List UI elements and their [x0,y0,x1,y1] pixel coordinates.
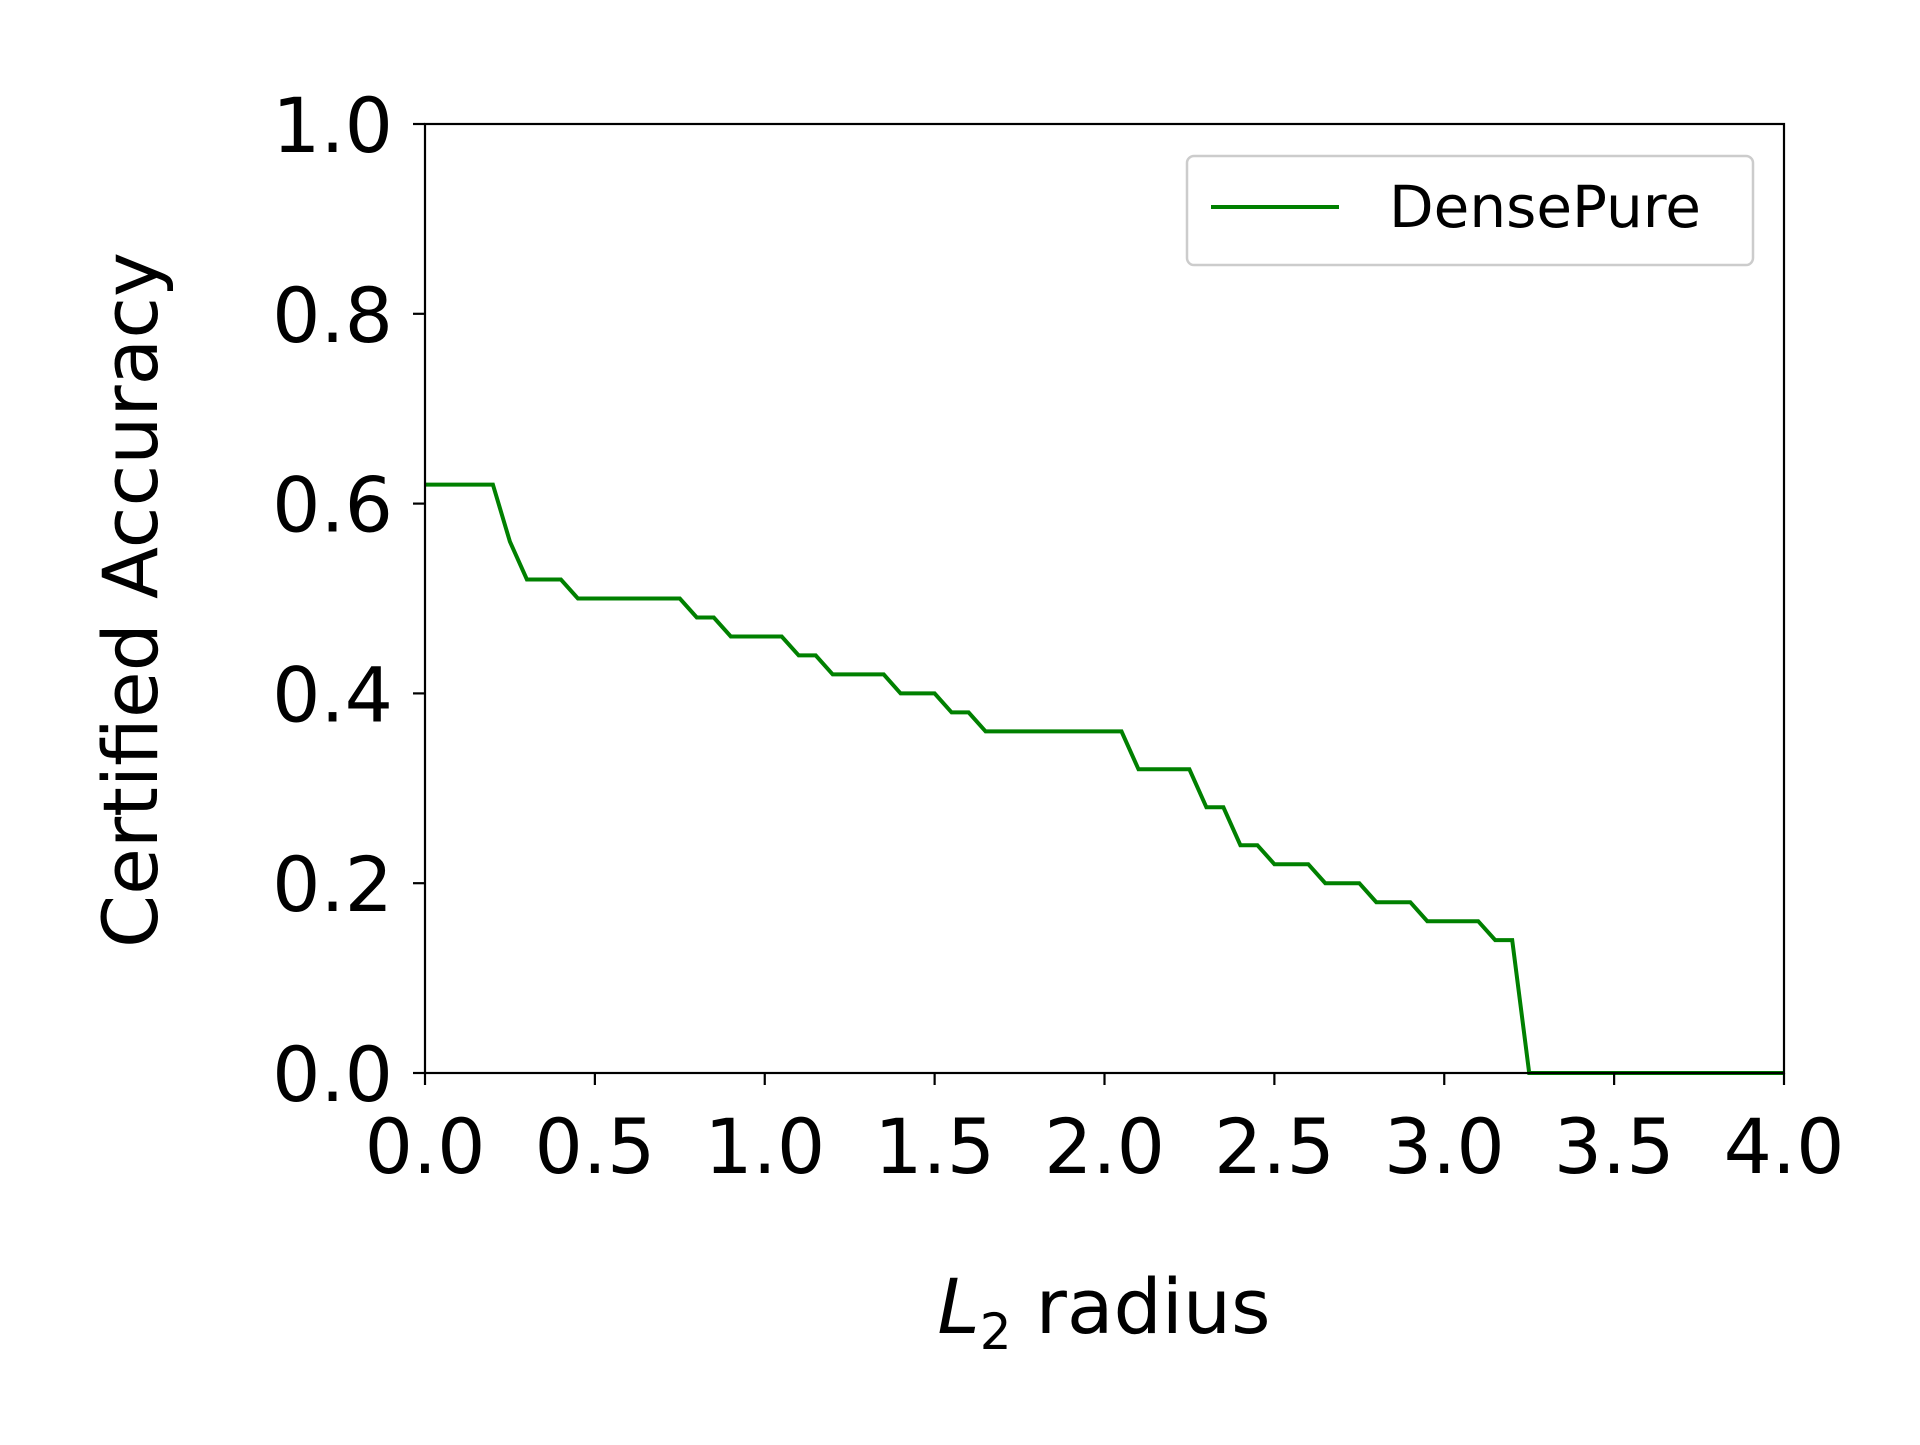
y-tick-label: 0.6 [272,461,393,550]
x-axis-label-rest: radius [1012,1262,1271,1351]
x-axis-label: L2 radius [937,1262,1270,1361]
series-line-densepure [425,482,1784,1075]
y-tick-label: 0.2 [272,840,393,929]
y-tick-label: 1.0 [272,81,393,170]
data-layer [425,482,1784,1075]
y-tick-label: 0.4 [272,650,393,739]
legend-label: DensePure [1389,173,1701,241]
x-axis-label-subscript: 2 [980,1303,1012,1361]
x-axis: 0.0 0.5 1.0 1.5 2.0 2.5 3.0 3.5 4.0 [365,1073,1845,1191]
legend-box [1185,154,1755,267]
x-tick-label: 1.0 [704,1102,825,1191]
x-tick-label: 2.5 [1214,1102,1335,1191]
x-tick-label: 3.0 [1384,1102,1505,1191]
x-tick-label: 0.5 [534,1102,655,1191]
x-tick-label: 1.5 [874,1102,995,1191]
y-tick-label: 0.8 [272,271,393,360]
y-tick-label: 0.0 [272,1030,393,1119]
legend: DensePure [1185,154,1755,267]
x-tick-label: 3.5 [1554,1102,1675,1191]
x-tick-label: 0.0 [365,1102,486,1191]
x-tick-label: 4.0 [1724,1102,1845,1191]
x-tick-label: 2.0 [1044,1102,1165,1191]
y-axis-label: Certified Accuracy [86,252,175,948]
y-axis: 0.0 0.2 0.4 0.6 0.8 1.0 [272,81,425,1119]
x-axis-label-main: L [937,1262,979,1351]
